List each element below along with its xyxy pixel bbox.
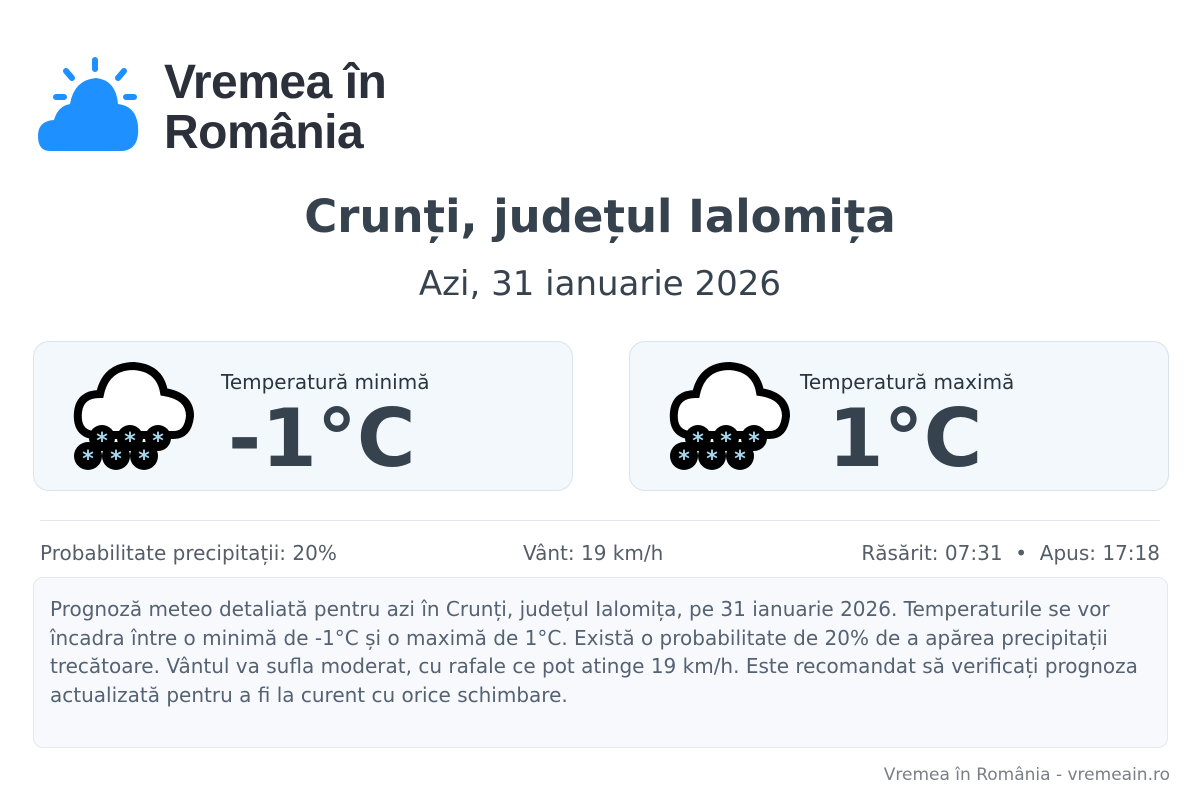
svg-text:*: * bbox=[692, 429, 704, 454]
forecast-description: Prognoză meteo detaliată pentru azi în C… bbox=[33, 577, 1168, 748]
sunset-info: Apus: 17:18 bbox=[1039, 541, 1160, 565]
svg-text:*: * bbox=[82, 447, 94, 472]
svg-text:*: * bbox=[96, 429, 108, 454]
separator: • bbox=[1015, 541, 1028, 565]
divider bbox=[40, 520, 1160, 521]
svg-text:*: * bbox=[734, 447, 746, 472]
svg-text:*: * bbox=[748, 429, 760, 454]
sun-info: Răsărit: 07:31 • Apus: 17:18 bbox=[861, 541, 1160, 565]
logo-sun-cloud-icon bbox=[38, 57, 139, 151]
precipitation-info: Probabilitate precipitații: 20% bbox=[40, 541, 337, 565]
svg-text:*: * bbox=[678, 447, 690, 472]
min-temp-card: * * * * * * Temperatură minimă -1°C bbox=[33, 341, 573, 491]
svg-text:*: * bbox=[720, 429, 732, 454]
page-subtitle: Azi, 31 ianuarie 2026 bbox=[418, 264, 782, 304]
min-temp-value: -1°C bbox=[228, 392, 416, 485]
brand-name: Vremea în România bbox=[164, 56, 387, 159]
footer-credit: Vremea în România - vremeain.ro bbox=[883, 765, 1170, 785]
svg-text:*: * bbox=[152, 429, 164, 454]
snow-cloud-icon: * * ** * * bbox=[669, 361, 791, 472]
snow-cloud-icon: * * ** * * bbox=[73, 361, 195, 472]
svg-text:*: * bbox=[124, 429, 136, 454]
brand-line-2: România bbox=[164, 106, 364, 159]
max-temp-label: Temperatură maximă bbox=[800, 370, 1015, 394]
max-temp-card: * * * * * * Temperatură maximă 1°C bbox=[629, 341, 1169, 491]
min-temp-label: Temperatură minimă bbox=[221, 370, 430, 394]
sunrise-info: Răsărit: 07:31 bbox=[861, 541, 1003, 565]
max-temp-value: 1°C bbox=[828, 392, 983, 485]
svg-text:*: * bbox=[706, 447, 718, 472]
brand-line-1: Vremea în bbox=[164, 56, 387, 109]
page-title: Crunți, județul Ialomița bbox=[304, 190, 896, 243]
svg-text:*: * bbox=[110, 447, 122, 472]
wind-info: Vânt: 19 km/h bbox=[523, 541, 664, 565]
svg-text:*: * bbox=[138, 447, 150, 472]
